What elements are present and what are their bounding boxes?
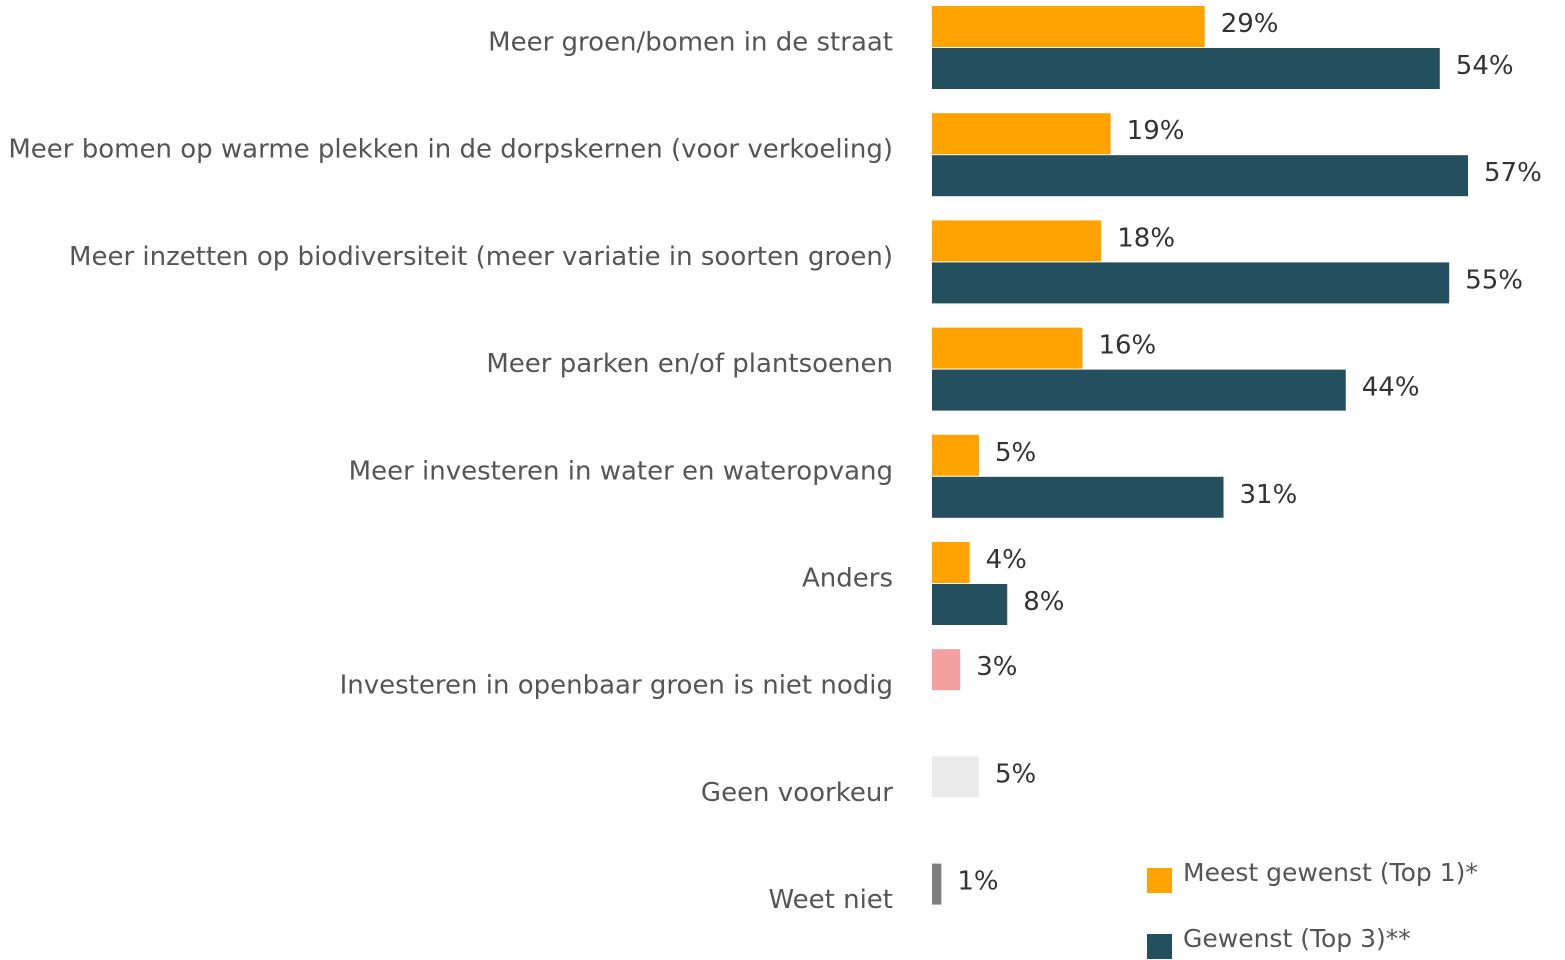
bar — [932, 584, 1008, 625]
value-label: 18% — [1117, 223, 1175, 253]
bar — [932, 476, 1224, 518]
value-label: 57% — [1484, 158, 1542, 188]
bar — [932, 863, 942, 905]
value-label: 5% — [995, 438, 1036, 468]
bar — [932, 6, 1205, 47]
value-label: 55% — [1465, 265, 1523, 295]
value-label: 8% — [1023, 587, 1064, 617]
bar — [932, 48, 1440, 89]
bar — [932, 262, 1450, 304]
category-label: Anders — [802, 564, 893, 594]
value-label: 3% — [976, 652, 1017, 682]
value-label: 1% — [957, 867, 998, 897]
bar — [932, 434, 980, 476]
value-label: 4% — [986, 545, 1027, 575]
value-label: 31% — [1240, 480, 1298, 510]
bar — [932, 369, 1346, 411]
value-label: 54% — [1456, 51, 1514, 81]
category-label: Meer inzetten op biodiversiteit (meer va… — [69, 242, 893, 272]
bar — [932, 756, 980, 798]
bar — [932, 542, 970, 583]
legend-label: Meest gewenst (Top 1)* — [1183, 858, 1478, 887]
category-label: Meer parken en/of plantsoenen — [486, 349, 893, 379]
value-label: 29% — [1221, 9, 1279, 39]
value-label: 19% — [1127, 116, 1185, 146]
category-label: Weet niet — [768, 885, 893, 915]
bar — [932, 113, 1111, 155]
bar — [932, 155, 1468, 197]
value-label: 16% — [1098, 331, 1156, 361]
value-label: 5% — [995, 759, 1036, 789]
category-label: Meer investeren in water en wateropvang — [349, 456, 893, 486]
bar — [932, 649, 961, 691]
category-label: Investeren in openbaar groen is niet nod… — [340, 671, 893, 701]
value-label: 44% — [1362, 373, 1420, 403]
legend-swatch — [1147, 868, 1172, 893]
category-label: Geen voorkeur — [701, 778, 893, 808]
bar — [932, 220, 1102, 262]
category-label: Meer bomen op warme plekken in de dorpsk… — [8, 135, 893, 165]
legend-swatch — [1147, 934, 1172, 959]
category-label: Meer groen/bomen in de straat — [488, 28, 893, 58]
legend-label: Gewenst (Top 3)** — [1183, 924, 1411, 953]
bar — [932, 327, 1083, 369]
